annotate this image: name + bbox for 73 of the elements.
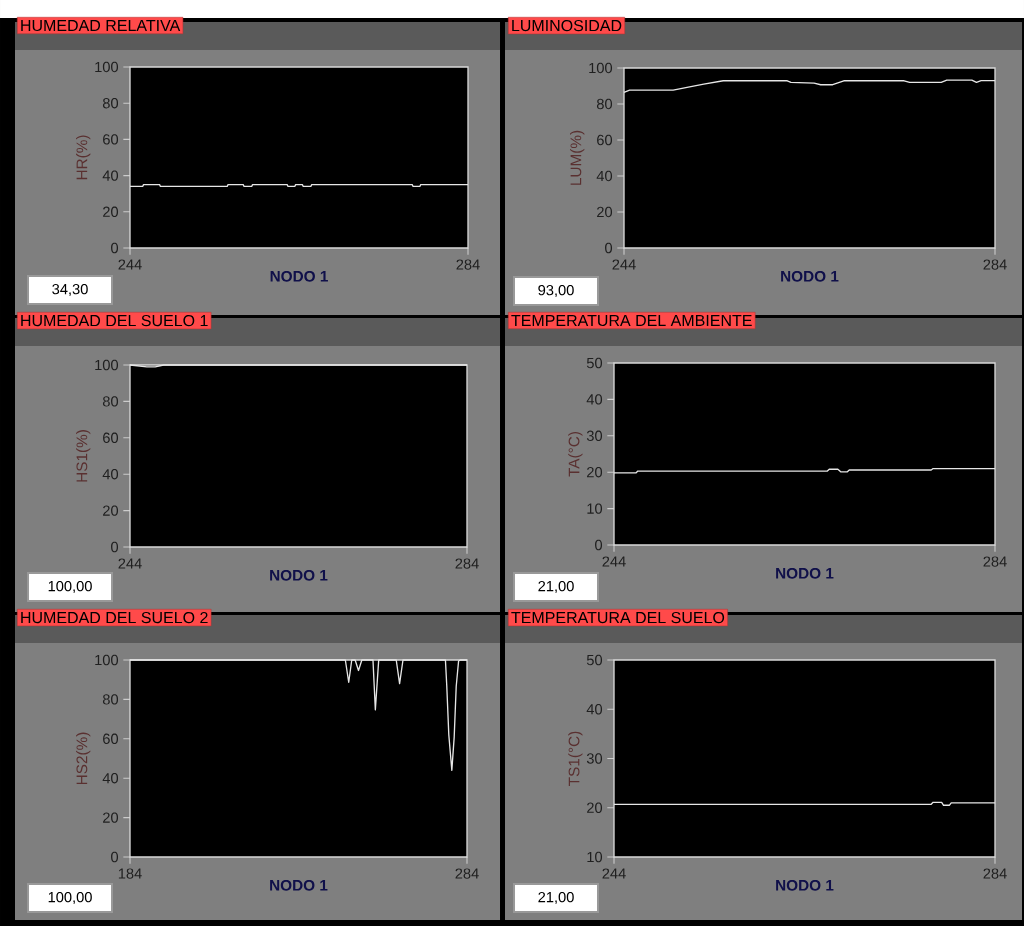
x-tick-label: 184 bbox=[118, 868, 142, 879]
y-axis-title: TS1(°C) bbox=[568, 731, 583, 786]
y-tick-label: 100 bbox=[589, 62, 613, 74]
y-tick-label: 80 bbox=[596, 98, 613, 110]
x-axis-title: NODO 1 bbox=[270, 879, 328, 891]
line-series bbox=[623, 79, 996, 94]
y-tick-label: 20 bbox=[103, 812, 119, 823]
text: 100,00 bbox=[48, 580, 92, 594]
x-tick-label: 284 bbox=[455, 558, 479, 569]
y-tick-label: 60 bbox=[103, 134, 119, 145]
chart-title: HUMEDAD DEL SUELO 1 bbox=[21, 314, 208, 327]
y-tick-label: 40 bbox=[586, 704, 603, 715]
y-axis-title: HS2(%) bbox=[76, 732, 91, 785]
y-tick-label: 50 bbox=[586, 357, 603, 369]
text: 100,00 bbox=[48, 891, 92, 905]
y-tick-label: 50 bbox=[586, 654, 603, 666]
y-tick-label: 100 bbox=[95, 61, 119, 73]
y-tick-label: 40 bbox=[102, 469, 119, 480]
y-tick-label: 20 bbox=[587, 802, 603, 813]
x-axis-title: NODO 1 bbox=[781, 270, 839, 282]
y-tick-label: 0 bbox=[111, 242, 119, 254]
x-tick-label: 284 bbox=[456, 259, 480, 270]
y-tick-label: 80 bbox=[102, 98, 119, 109]
y-tick-label: 30 bbox=[586, 430, 603, 441]
chart-title: LUMINOSIDAD bbox=[512, 19, 622, 32]
x-tick-label: 244 bbox=[118, 558, 142, 569]
y-tick-label: 10 bbox=[587, 503, 603, 514]
chart-title: TEMPERATURA DEL AMBIENTE bbox=[511, 314, 752, 327]
y-tick-label: 100 bbox=[95, 359, 119, 371]
y-tick-label: 20 bbox=[587, 467, 603, 478]
x-tick-label: 244 bbox=[602, 868, 626, 879]
y-tick-label: 0 bbox=[605, 242, 613, 254]
y-axis-title: HR(%) bbox=[76, 135, 91, 180]
y-tick-label: 60 bbox=[103, 733, 119, 744]
chart-title: TEMPERATURA DEL SUELO bbox=[511, 611, 725, 624]
y-tick-label: 100 bbox=[95, 654, 119, 666]
chart-title: HUMEDAD RELATIVA bbox=[21, 19, 181, 32]
y-tick-label: 40 bbox=[586, 394, 603, 405]
y-tick-label: 20 bbox=[103, 505, 119, 516]
x-axis-title: NODO 1 bbox=[776, 879, 834, 891]
y-tick-label: 20 bbox=[597, 206, 613, 218]
text: 93,00 bbox=[538, 284, 574, 298]
x-tick-label: 284 bbox=[983, 556, 1007, 567]
y-tick-label: 60 bbox=[103, 432, 119, 443]
x-tick-label: 244 bbox=[602, 556, 626, 567]
y-axis-title: LUM(%) bbox=[570, 130, 585, 185]
x-tick-label: 284 bbox=[983, 259, 1007, 270]
chart-title: HUMEDAD DEL SUELO 2 bbox=[21, 611, 208, 624]
line-series bbox=[129, 659, 468, 771]
text: 34,30 bbox=[52, 283, 88, 297]
y-axis-title: HS1(%) bbox=[76, 430, 91, 482]
x-tick-label: 284 bbox=[455, 868, 479, 879]
y-axis-title: TA(°C) bbox=[568, 432, 583, 477]
y-tick-label: 60 bbox=[597, 134, 613, 146]
y-tick-label: 0 bbox=[111, 851, 119, 863]
text: 21,00 bbox=[538, 580, 574, 594]
x-tick-label: 244 bbox=[612, 259, 636, 270]
x-tick-label: 244 bbox=[118, 259, 142, 270]
y-tick-label: 30 bbox=[586, 753, 603, 764]
y-tick-label: 10 bbox=[587, 851, 603, 863]
x-axis-title: NODO 1 bbox=[776, 567, 834, 579]
y-tick-label: 40 bbox=[102, 773, 119, 784]
x-tick-label: 284 bbox=[983, 868, 1007, 879]
y-tick-label: 40 bbox=[102, 170, 119, 181]
text: 21,00 bbox=[538, 891, 574, 905]
y-tick-label: 40 bbox=[596, 170, 613, 182]
y-tick-label: 0 bbox=[595, 539, 603, 551]
x-axis-title: NODO 1 bbox=[270, 270, 328, 282]
x-axis-title: NODO 1 bbox=[270, 569, 328, 581]
y-tick-label: 0 bbox=[111, 541, 119, 553]
y-tick-label: 80 bbox=[102, 694, 119, 705]
y-tick-label: 80 bbox=[102, 396, 119, 407]
y-tick-label: 20 bbox=[103, 206, 119, 217]
